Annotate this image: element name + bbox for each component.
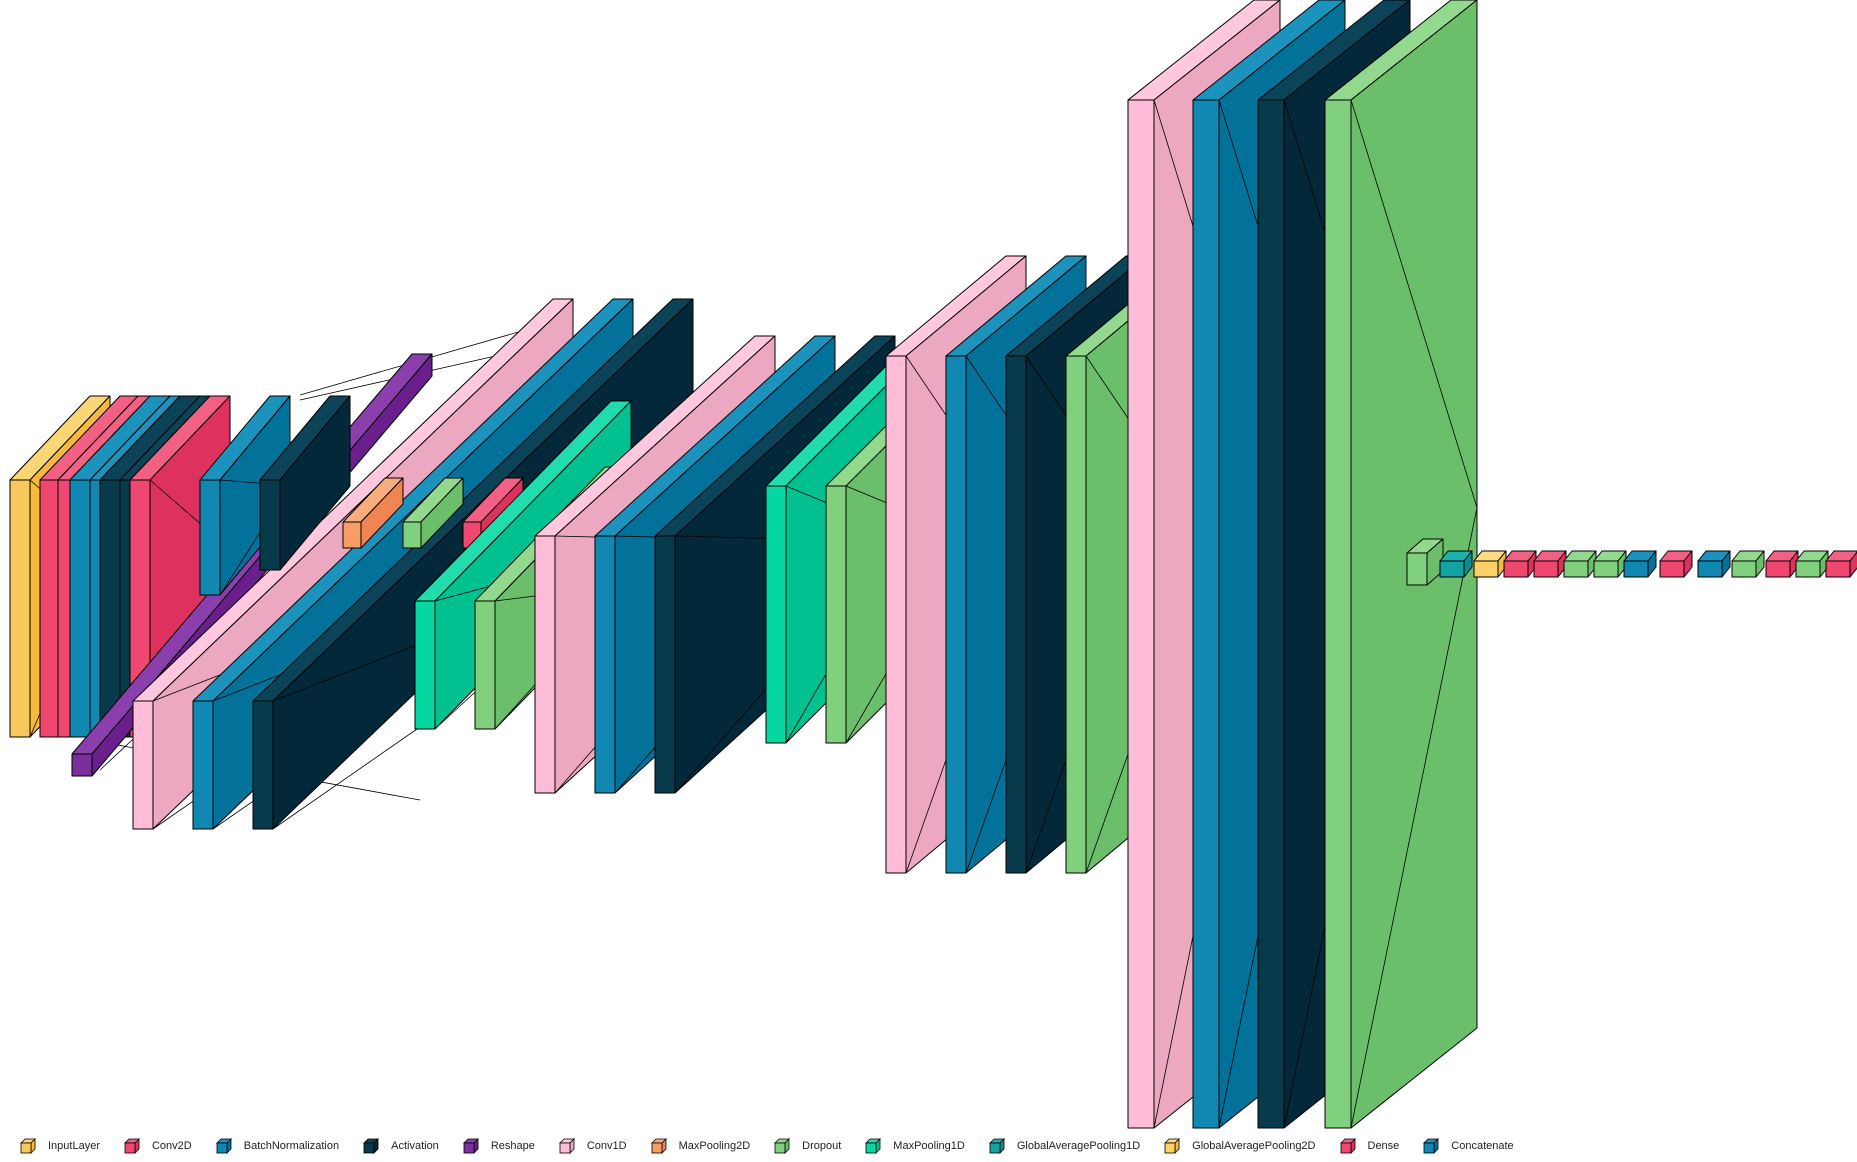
legend-cube-icon (988, 1138, 1005, 1154)
legend-item-conv1-d: Conv1D (558, 1138, 627, 1154)
layer-dense (1765, 550, 1799, 578)
legend-label: GlobalAveragePooling2D (1192, 1140, 1316, 1152)
legend-item-max-pooling2-d: MaxPooling2D (650, 1138, 751, 1154)
layer-concatenate (1623, 550, 1657, 578)
legend-label: Concatenate (1451, 1140, 1514, 1152)
legend-cube-icon (865, 1138, 882, 1154)
legend-cube-icon (650, 1138, 667, 1154)
legend-item-reshape: Reshape (462, 1138, 535, 1154)
layer-batch-normalization (199, 395, 291, 596)
legend-label: Activation (391, 1140, 439, 1152)
legend-cube-icon (1339, 1138, 1356, 1154)
layer-global-average-pooling1-d (1439, 550, 1473, 578)
legend-cube-icon (124, 1138, 140, 1154)
layer-dense (1825, 550, 1857, 578)
legend-item-batch-normalization: BatchNormalization (215, 1138, 340, 1154)
layer-global-average-pooling2-d (1473, 550, 1507, 578)
legend-cube-icon (1423, 1138, 1440, 1154)
layer-activation (259, 395, 351, 571)
legend-label: Conv1D (586, 1140, 627, 1152)
layer-dropout (1731, 550, 1765, 578)
legend-label: Conv2D (151, 1140, 192, 1152)
legend-cube-icon (558, 1138, 575, 1154)
legend-item-conv2-d: Conv2D (124, 1138, 192, 1154)
layer-dropout (1406, 538, 1444, 586)
legend: InputLayer Conv2D BatchNormalization Activa… (20, 1137, 1850, 1155)
legend-cube-icon (774, 1138, 791, 1154)
layer-dense (1659, 550, 1693, 578)
legend-label: Reshape (490, 1140, 535, 1152)
legend-cube-icon (20, 1138, 36, 1154)
layer-dense (1533, 550, 1567, 578)
legend-label: Dropout (802, 1140, 842, 1152)
legend-item-activation: Activation (363, 1138, 439, 1154)
legend-label: Dense (1367, 1140, 1400, 1152)
legend-cube-icon (363, 1138, 380, 1154)
layer-dense (1503, 550, 1537, 578)
layer-dropout (1795, 550, 1829, 578)
legend-cube-icon (1164, 1138, 1181, 1154)
legend-label: InputLayer (48, 1140, 100, 1152)
legend-label: BatchNormalization (243, 1140, 340, 1152)
legend-item-max-pooling1-d: MaxPooling1D (865, 1138, 965, 1154)
layer-max-pooling2-d (342, 477, 404, 549)
layer-boxes (9, 0, 1857, 1129)
legend-label: MaxPooling1D (893, 1140, 965, 1152)
legend-label: GlobalAveragePooling1D (1016, 1140, 1141, 1152)
layer-dropout (402, 477, 464, 549)
layer-dropout (1593, 550, 1627, 578)
legend-cube-icon (215, 1138, 232, 1154)
legend-item-global-average-pooling2-d: GlobalAveragePooling2D (1164, 1138, 1316, 1154)
legend-cube-icon (462, 1138, 479, 1154)
layer-batch-normalization (1697, 550, 1731, 578)
legend-label: MaxPooling2D (678, 1140, 751, 1152)
legend-item-dropout: Dropout (774, 1138, 841, 1154)
legend-item-input-layer: InputLayer (20, 1138, 100, 1154)
layer-dropout (1563, 550, 1597, 578)
legend-item-global-average-pooling1-d: GlobalAveragePooling1D (988, 1138, 1141, 1154)
legend-item-dense: Dense (1339, 1138, 1400, 1154)
legend-item-concatenate: Concatenate (1423, 1138, 1514, 1154)
